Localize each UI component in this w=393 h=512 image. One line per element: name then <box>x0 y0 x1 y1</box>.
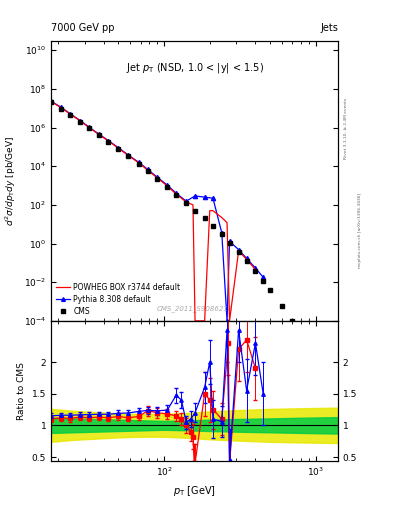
CMS <box>244 258 249 264</box>
CMS <box>86 125 91 132</box>
POWHEG BOX r3744 default <box>78 118 83 124</box>
CMS <box>174 192 178 198</box>
Pythia 8.308 default <box>174 190 178 196</box>
Legend: POWHEG BOX r3744 default, Pythia 8.308 default, CMS: POWHEG BOX r3744 default, Pythia 8.308 d… <box>55 282 182 317</box>
CMS <box>299 332 303 338</box>
Pythia 8.308 default <box>96 131 101 137</box>
Y-axis label: Ratio to CMS: Ratio to CMS <box>17 362 26 420</box>
CMS <box>325 386 330 392</box>
POWHEG BOX r3744 default <box>165 183 170 189</box>
Pythia 8.308 default <box>136 159 141 165</box>
Pythia 8.308 default <box>184 198 189 204</box>
Text: Rivet 3.1.10, ≥ 2.4M events: Rivet 3.1.10, ≥ 2.4M events <box>344 97 348 159</box>
CMS <box>219 231 224 238</box>
Pythia 8.308 default <box>155 174 160 180</box>
CMS <box>184 200 189 206</box>
CMS <box>49 99 53 105</box>
Text: CMS_2011_S9086218: CMS_2011_S9086218 <box>156 306 233 312</box>
CMS <box>202 215 207 221</box>
Pythia 8.308 default <box>59 104 64 111</box>
POWHEG BOX r3744 default <box>227 318 232 324</box>
CMS <box>96 132 101 138</box>
Pythia 8.308 default <box>253 265 258 271</box>
CMS <box>236 249 241 255</box>
Pythia 8.308 default <box>193 193 197 199</box>
Line: Pythia 8.308 default: Pythia 8.308 default <box>49 99 265 323</box>
POWHEG BOX r3744 default <box>126 153 130 159</box>
Pythia 8.308 default <box>202 194 207 200</box>
Pythia 8.308 default <box>236 247 241 253</box>
CMS <box>314 353 318 359</box>
CMS <box>253 268 258 274</box>
Pythia 8.308 default <box>244 255 249 262</box>
POWHEG BOX r3744 default <box>193 318 197 324</box>
CMS <box>126 154 130 160</box>
Pythia 8.308 default <box>68 111 72 117</box>
POWHEG BOX r3744 default <box>145 167 150 173</box>
POWHEG BOX r3744 default <box>49 98 53 104</box>
CMS <box>136 161 141 167</box>
CMS <box>280 303 285 309</box>
Pythia 8.308 default <box>261 274 266 281</box>
CMS <box>268 287 272 293</box>
Pythia 8.308 default <box>116 145 121 151</box>
POWHEG BOX r3744 default <box>68 111 72 117</box>
Pythia 8.308 default <box>106 138 111 144</box>
POWHEG BOX r3744 default <box>96 131 101 137</box>
POWHEG BOX r3744 default <box>253 266 258 272</box>
Pythia 8.308 default <box>126 152 130 158</box>
Pythia 8.308 default <box>225 318 230 324</box>
POWHEG BOX r3744 default <box>116 145 121 151</box>
POWHEG BOX r3744 default <box>219 215 224 221</box>
POWHEG BOX r3744 default <box>208 207 212 214</box>
Pythia 8.308 default <box>165 182 170 188</box>
POWHEG BOX r3744 default <box>136 160 141 166</box>
CMS <box>78 119 83 125</box>
POWHEG BOX r3744 default <box>106 138 111 144</box>
Pythia 8.308 default <box>219 230 224 236</box>
POWHEG BOX r3744 default <box>244 257 249 263</box>
POWHEG BOX r3744 default <box>225 220 230 226</box>
CMS <box>211 223 215 229</box>
Text: Jet $p_{\rm T}$ (NSD, 1.0 < |y| < 1.5): Jet $p_{\rm T}$ (NSD, 1.0 < |y| < 1.5) <box>125 60 264 75</box>
CMS <box>59 105 64 112</box>
X-axis label: $p_{\rm T}$ [GeV]: $p_{\rm T}$ [GeV] <box>173 484 216 498</box>
CMS <box>68 112 72 118</box>
CMS <box>290 318 295 324</box>
POWHEG BOX r3744 default <box>191 202 195 208</box>
Pythia 8.308 default <box>145 166 150 173</box>
CMS <box>165 184 170 190</box>
CMS <box>193 207 197 214</box>
Text: Jets: Jets <box>320 23 338 33</box>
Y-axis label: $d^{2}\sigma/dp_{\rm T}dy$ [pb/GeV]: $d^{2}\sigma/dp_{\rm T}dy$ [pb/GeV] <box>4 136 18 226</box>
CMS <box>106 139 111 145</box>
CMS <box>145 168 150 174</box>
POWHEG BOX r3744 default <box>59 104 64 111</box>
POWHEG BOX r3744 default <box>236 248 241 254</box>
Pythia 8.308 default <box>49 98 53 104</box>
POWHEG BOX r3744 default <box>174 191 178 197</box>
Line: POWHEG BOX r3744 default: POWHEG BOX r3744 default <box>51 101 255 321</box>
POWHEG BOX r3744 default <box>202 318 207 324</box>
Pythia 8.308 default <box>86 124 91 130</box>
Text: 7000 GeV pp: 7000 GeV pp <box>51 23 115 33</box>
Pythia 8.308 default <box>211 195 215 201</box>
Pythia 8.308 default <box>78 117 83 123</box>
POWHEG BOX r3744 default <box>184 199 189 205</box>
CMS <box>116 146 121 153</box>
POWHEG BOX r3744 default <box>155 175 160 181</box>
Pythia 8.308 default <box>227 238 232 244</box>
Line: CMS: CMS <box>49 100 330 391</box>
CMS <box>155 176 160 182</box>
CMS <box>261 278 266 284</box>
CMS <box>227 240 232 246</box>
POWHEG BOX r3744 default <box>211 207 215 214</box>
Text: mcplots.cern.ch [arXiv:1306.3436]: mcplots.cern.ch [arXiv:1306.3436] <box>358 193 362 268</box>
POWHEG BOX r3744 default <box>86 124 91 131</box>
